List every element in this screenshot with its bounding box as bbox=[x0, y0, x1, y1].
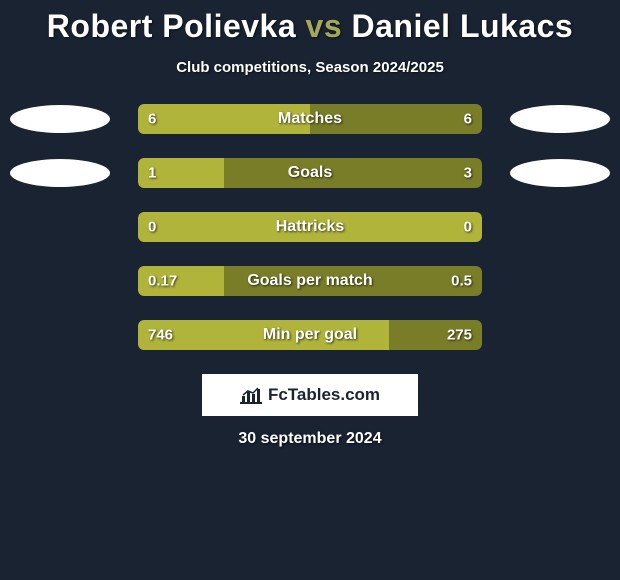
bar-left-segment bbox=[138, 266, 224, 296]
stat-row: Min per goal746275 bbox=[0, 320, 620, 350]
player2-name: Daniel Lukacs bbox=[352, 8, 574, 44]
stat-bar: Goals13 bbox=[138, 158, 482, 188]
subtitle: Club competitions, Season 2024/2025 bbox=[0, 59, 620, 76]
stat-bar: Matches66 bbox=[138, 104, 482, 134]
team-badge-right bbox=[510, 159, 610, 187]
page-title: Robert Polievka vs Daniel Lukacs bbox=[0, 8, 620, 45]
stat-row: Matches66 bbox=[0, 104, 620, 134]
stat-bar: Min per goal746275 bbox=[138, 320, 482, 350]
player1-name: Robert Polievka bbox=[47, 8, 296, 44]
date-text: 30 september 2024 bbox=[0, 430, 620, 448]
stat-row: Hattricks00 bbox=[0, 212, 620, 242]
logo-text: FcTables.com bbox=[268, 385, 380, 405]
team-badge-left bbox=[10, 105, 110, 133]
team-badge-left bbox=[10, 159, 110, 187]
stat-row: Goals13 bbox=[0, 158, 620, 188]
stat-rows: Matches66 Goals13 Hattricks00 Goals per mat… bbox=[0, 104, 620, 350]
bar-left-segment bbox=[138, 104, 310, 134]
chart-icon bbox=[240, 386, 262, 404]
bar-left-segment bbox=[138, 212, 482, 242]
bar-left-segment bbox=[138, 158, 224, 188]
stat-bar: Goals per match0.170.5 bbox=[138, 266, 482, 296]
logo-box: FcTables.com bbox=[202, 374, 418, 416]
team-badge-right bbox=[510, 105, 610, 133]
stat-row: Goals per match0.170.5 bbox=[0, 266, 620, 296]
bar-left-segment bbox=[138, 320, 389, 350]
vs-text: vs bbox=[306, 8, 343, 44]
stat-bar: Hattricks00 bbox=[138, 212, 482, 242]
comparison-infographic: Robert Polievka vs Daniel Lukacs Club co… bbox=[0, 0, 620, 448]
